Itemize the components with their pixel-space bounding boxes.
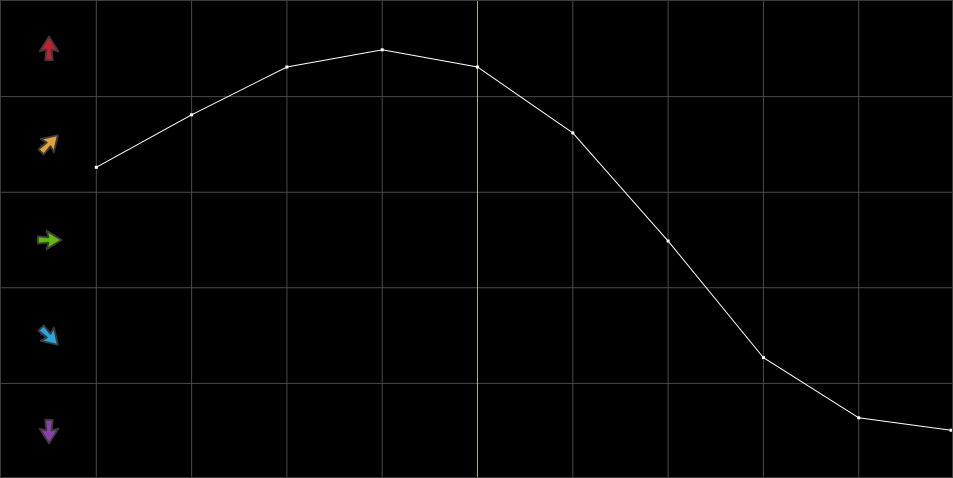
cursor-down-icon[interactable] [33, 415, 65, 447]
cursor-up-icon[interactable] [33, 33, 65, 65]
cursor-right-icon[interactable] [33, 224, 65, 256]
cursor-down-right-icon[interactable] [33, 320, 65, 352]
cursor-up-right-icon[interactable] [33, 128, 65, 160]
